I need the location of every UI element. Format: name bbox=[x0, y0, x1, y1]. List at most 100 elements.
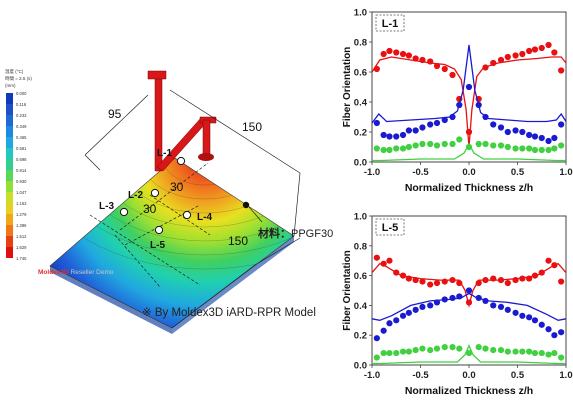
series-line-blue bbox=[371, 44, 567, 124]
data-point-green bbox=[531, 146, 539, 154]
data-point-red bbox=[551, 262, 558, 269]
location-label-box bbox=[375, 14, 405, 32]
legend-tick-label: 1.745 bbox=[16, 256, 27, 261]
data-point-green bbox=[456, 136, 463, 143]
data-point-blue bbox=[475, 101, 482, 109]
data-point-green bbox=[380, 349, 387, 357]
data-point-blue bbox=[393, 317, 400, 324]
x-axis-label: Normalized Thickness z/h bbox=[405, 385, 533, 397]
data-point-green bbox=[497, 142, 505, 149]
point-label-l3: L-3 bbox=[99, 201, 114, 212]
data-point-green bbox=[558, 142, 565, 149]
color-legend: 温度 (°C) 時間 = 2.5 (s) (mm) 1.745 1.629 1.51… bbox=[5, 68, 32, 261]
data-point-red bbox=[465, 299, 473, 306]
data-point-blue bbox=[519, 128, 526, 136]
dim-150-bottom: 150 bbox=[228, 234, 248, 248]
legend-swatch bbox=[6, 181, 13, 192]
data-point-blue bbox=[373, 119, 380, 127]
data-point-red bbox=[545, 41, 552, 49]
data-point-green bbox=[393, 145, 400, 152]
data-point-blue bbox=[512, 309, 519, 316]
y-tick-label: 0.8 bbox=[354, 38, 367, 49]
legend-swatch bbox=[6, 247, 13, 258]
data-point-green bbox=[490, 347, 497, 354]
legend-tick-label: 0.930 bbox=[16, 179, 27, 184]
data-point-blue bbox=[519, 312, 526, 319]
data-point-green bbox=[551, 145, 558, 152]
data-point-green bbox=[504, 143, 511, 151]
legend-swatch bbox=[6, 93, 13, 104]
data-point-green bbox=[373, 354, 380, 361]
y-tick-label: 0.6 bbox=[354, 271, 367, 282]
data-point-green bbox=[519, 348, 526, 355]
legend-swatch bbox=[6, 170, 13, 181]
data-point-blue bbox=[558, 329, 565, 336]
data-point-red bbox=[433, 279, 441, 287]
data-point-blue bbox=[497, 124, 505, 131]
legend-tick-label: 1.629 bbox=[16, 245, 27, 250]
data-point-green bbox=[427, 140, 434, 148]
data-point-red bbox=[482, 276, 489, 284]
x-tick-label: 0.0 bbox=[462, 167, 475, 178]
data-point-red bbox=[497, 276, 505, 284]
data-point-blue bbox=[465, 287, 473, 294]
data-point-red bbox=[482, 64, 489, 71]
data-point-red bbox=[373, 65, 380, 73]
data-point-blue bbox=[482, 297, 489, 305]
data-point-green bbox=[497, 347, 505, 354]
data-point-green bbox=[545, 146, 552, 154]
x-tick-label: 0.0 bbox=[462, 370, 475, 381]
data-point-red bbox=[433, 62, 441, 70]
y-tick-label: 0.2 bbox=[354, 128, 367, 139]
x-tick-label: 0.5 bbox=[511, 167, 525, 178]
data-point-green bbox=[386, 146, 393, 154]
x-tick-label: -0.5 bbox=[412, 370, 429, 381]
data-point-red bbox=[538, 44, 545, 52]
data-point-red bbox=[490, 275, 497, 282]
data-point-blue bbox=[538, 134, 545, 142]
data-point-green bbox=[433, 345, 441, 352]
measure-point-l1: L-1 bbox=[157, 148, 186, 166]
y-axis-label: Fiber Orientation bbox=[342, 47, 353, 128]
data-point-blue bbox=[399, 131, 407, 139]
watermark-brand: Moldex3D bbox=[38, 269, 69, 276]
data-point-red bbox=[399, 272, 407, 279]
dim-150-top: 150 bbox=[242, 120, 262, 134]
legend-tick-label: 0.000 bbox=[16, 91, 27, 96]
data-point-red bbox=[386, 257, 393, 264]
data-point-red bbox=[456, 279, 463, 287]
legend-swatch bbox=[6, 115, 13, 126]
x-tick-label: -0.5 bbox=[412, 167, 429, 178]
data-point-red bbox=[504, 279, 511, 287]
legend-swatch bbox=[6, 137, 13, 148]
data-point-red bbox=[475, 279, 482, 287]
data-point-green bbox=[482, 140, 489, 148]
data-point-blue bbox=[475, 294, 482, 302]
y-tick-label: 0.2 bbox=[354, 331, 367, 342]
data-point-green bbox=[482, 345, 489, 352]
chart-l1: 0.0 0.2 0.4 0.6 0.8 1.0 -1.0 -0.5 0.0 0.5 1.0 Norma… bbox=[342, 8, 573, 195]
runner-sprue bbox=[147, 70, 217, 172]
measure-point-l2: L-2 bbox=[128, 188, 160, 201]
data-point-blue bbox=[386, 320, 393, 327]
y-axis-label: Fiber Orientation bbox=[342, 250, 353, 331]
data-point-blue bbox=[512, 127, 519, 134]
data-point-red bbox=[526, 275, 533, 282]
y-tick-label: 0.4 bbox=[354, 98, 368, 109]
data-point-red bbox=[373, 254, 380, 261]
data-point-red bbox=[399, 50, 407, 58]
data-point-blue bbox=[531, 317, 539, 324]
data-point-blue bbox=[456, 101, 463, 109]
legend-swatch bbox=[6, 159, 13, 170]
legend-tick-label: 1.512 bbox=[16, 234, 27, 239]
legend-swatch bbox=[6, 214, 13, 225]
measure-point-l3: L-3 bbox=[99, 201, 129, 217]
legend-header-2: 時間 = 2.5 (s) bbox=[5, 76, 32, 82]
data-point-red bbox=[412, 276, 419, 284]
data-point-blue bbox=[449, 113, 456, 121]
data-point-green bbox=[512, 348, 519, 355]
data-point-red bbox=[526, 47, 533, 55]
data-point-red bbox=[465, 128, 473, 136]
data-point-green bbox=[465, 349, 473, 357]
point-label-l4: L-4 bbox=[197, 212, 212, 223]
